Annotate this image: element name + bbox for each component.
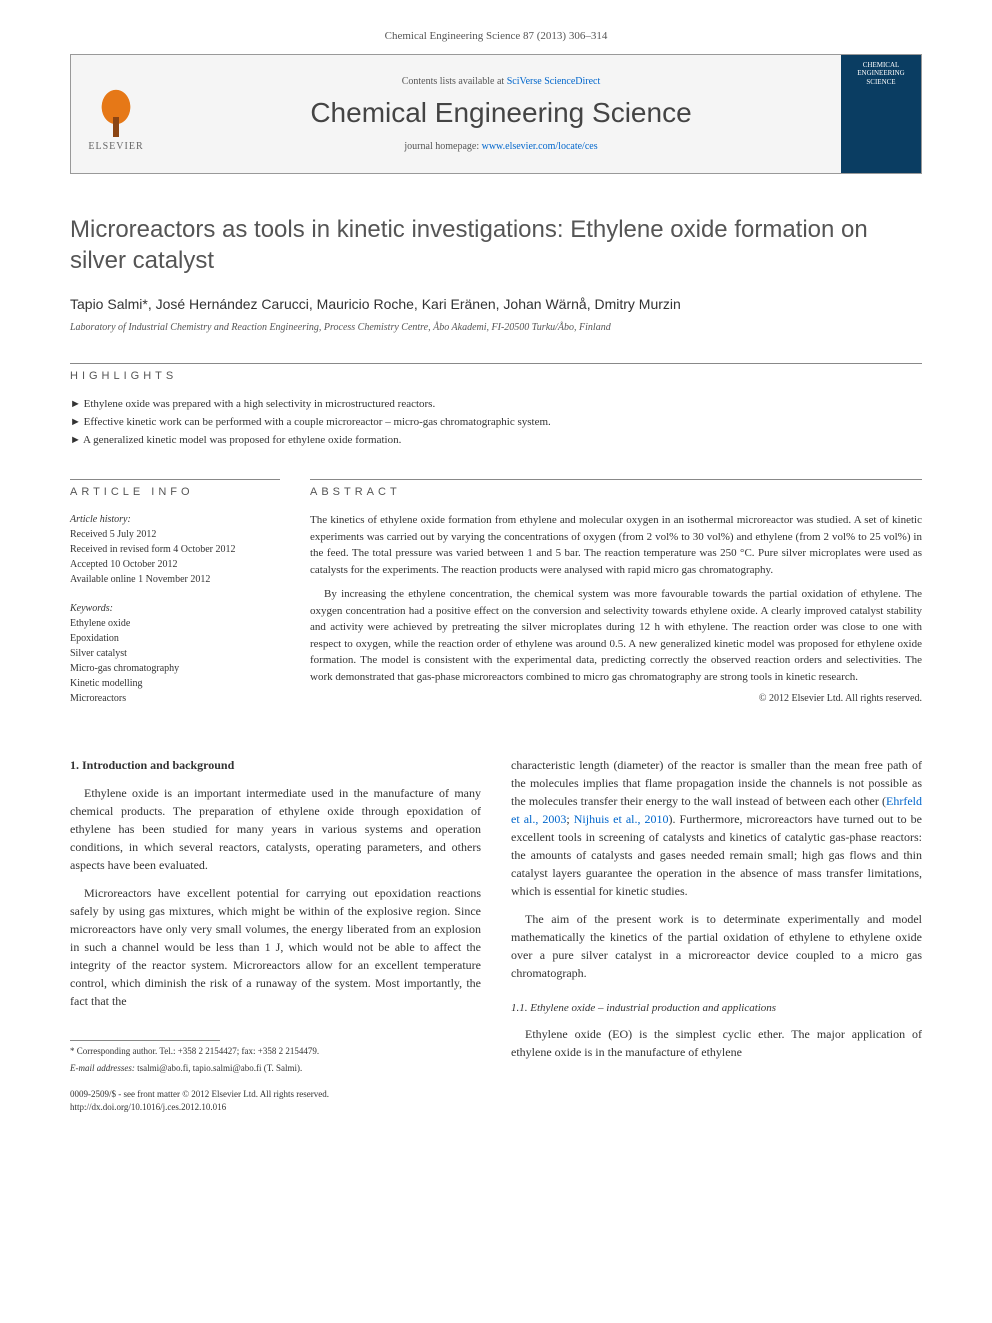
elsevier-tree-icon: [91, 77, 141, 137]
abstract-label: ABSTRACT: [310, 479, 922, 498]
homepage-line: journal homepage: www.elsevier.com/locat…: [404, 141, 597, 152]
citation-link[interactable]: Nijhuis et al., 2010: [574, 812, 669, 826]
affiliation: Laboratory of Industrial Chemistry and R…: [70, 322, 922, 333]
front-matter-line: 0009-2509/$ - see front matter © 2012 El…: [70, 1088, 481, 1113]
article-title: Microreactors as tools in kinetic invest…: [70, 214, 922, 276]
abstract-copyright: © 2012 Elsevier Ltd. All rights reserved…: [310, 693, 922, 704]
highlight-item: Ethylene oxide was prepared with a high …: [70, 396, 922, 414]
highlight-item: A generalized kinetic model was proposed…: [70, 432, 922, 450]
body-paragraph: characteristic length (diameter) of the …: [511, 756, 922, 900]
email-footnote: E-mail addresses: tsalmi@abo.fi, tapio.s…: [70, 1062, 481, 1075]
highlights-list: Ethylene oxide was prepared with a high …: [70, 396, 922, 449]
section-heading: 1. Introduction and background: [70, 756, 481, 774]
cover-thumb-text: CHEMICAL ENGINEERING SCIENCE: [847, 61, 915, 86]
homepage-link[interactable]: www.elsevier.com/locate/ces: [482, 141, 598, 152]
body-paragraph: Microreactors have excellent potential f…: [70, 884, 481, 1010]
abstract-text: The kinetics of ethylene oxide formation…: [310, 512, 922, 685]
contents-line: Contents lists available at SciVerse Sci…: [402, 76, 601, 87]
elsevier-logo: ELSEVIER: [71, 55, 161, 173]
body-paragraph: The aim of the present work is to determ…: [511, 910, 922, 982]
journal-cover-thumb: CHEMICAL ENGINEERING SCIENCE: [841, 55, 921, 173]
body-paragraph: Ethylene oxide is an important intermedi…: [70, 784, 481, 874]
body-column-right: characteristic length (diameter) of the …: [511, 756, 922, 1113]
highlights-label: HIGHLIGHTS: [70, 363, 922, 382]
subsection-heading: 1.1. Ethylene oxide – industrial product…: [511, 1000, 922, 1017]
elsevier-label: ELSEVIER: [88, 141, 143, 152]
journal-name: Chemical Engineering Science: [310, 97, 691, 129]
authors: Tapio Salmi*, José Hernández Carucci, Ma…: [70, 296, 922, 312]
article-info-label: ARTICLE INFO: [70, 479, 280, 498]
keywords-block: Keywords: Ethylene oxide Epoxidation Sil…: [70, 601, 280, 706]
sciencedirect-link[interactable]: SciVerse ScienceDirect: [507, 76, 601, 87]
journal-reference: Chemical Engineering Science 87 (2013) 3…: [70, 30, 922, 42]
article-history: Article history: Received 5 July 2012 Re…: [70, 512, 280, 587]
highlight-item: Effective kinetic work can be performed …: [70, 414, 922, 432]
body-paragraph: Ethylene oxide (EO) is the simplest cycl…: [511, 1025, 922, 1061]
journal-header: ELSEVIER Contents lists available at Sci…: [70, 54, 922, 174]
corresponding-author: * Corresponding author. Tel.: +358 2 215…: [70, 1045, 481, 1058]
footnote-separator: [70, 1040, 220, 1041]
body-column-left: 1. Introduction and background Ethylene …: [70, 756, 481, 1113]
